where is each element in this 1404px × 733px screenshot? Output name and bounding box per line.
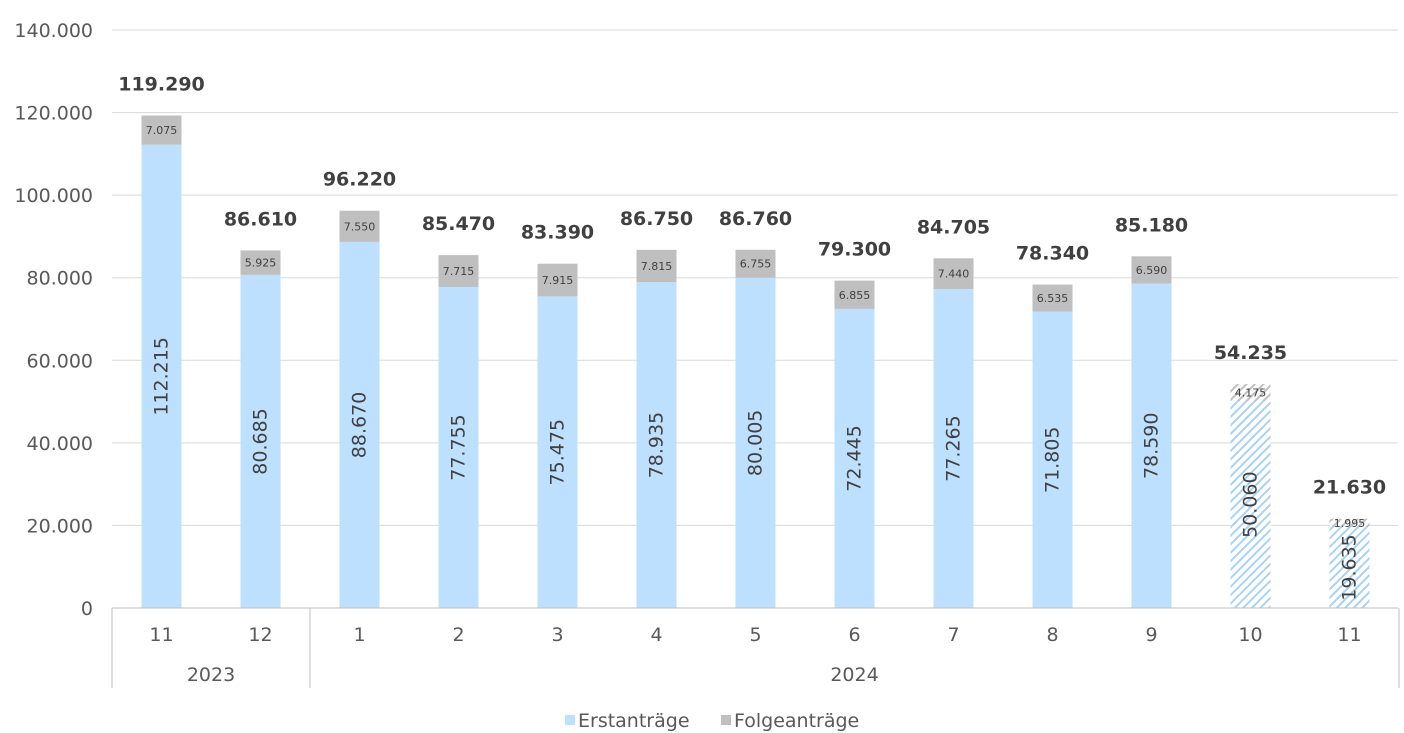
x-group-label: 2024: [830, 664, 878, 686]
folgeantraege-value-label: 7.440: [938, 268, 970, 281]
total-value-label: 85.470: [422, 213, 495, 235]
x-tick-label: 12: [248, 624, 272, 646]
bar-erstantraege: [834, 308, 875, 608]
x-tick-label: 2: [452, 624, 464, 646]
total-value-label: 119.290: [118, 74, 205, 96]
y-tick-label: 120.000: [14, 103, 93, 125]
x-tick-label: 7: [947, 624, 959, 646]
folgeantraege-value-label: 5.925: [245, 257, 277, 270]
x-tick-label: 6: [848, 624, 860, 646]
legend: Erstanträge Folgeanträge: [565, 710, 859, 732]
bar-erstantraege: [240, 274, 281, 608]
x-tick-label: 5: [749, 624, 761, 646]
x-group-label: 2023: [187, 664, 235, 686]
bar-erstantraege: [537, 296, 578, 608]
erstantraege-value-label: 77.755: [448, 414, 470, 480]
data-labels: 112.215 7.075 119.290 80.685 5.925 86.610 88.6…: [118, 74, 1386, 601]
bar-erstantraege: [735, 277, 776, 608]
total-value-label: 79.300: [818, 239, 891, 261]
x-tick-label: 8: [1046, 624, 1058, 646]
y-tick-label: 80.000: [27, 268, 93, 290]
folgeantraege-value-label: 7.550: [344, 220, 376, 233]
erstantraege-value-label: 50.060: [1240, 471, 1262, 537]
bar-erstantraege: [636, 282, 677, 608]
bar-erstantraege: [1329, 526, 1370, 608]
bar-erstantraege: [1230, 401, 1271, 608]
total-value-label: 54.235: [1214, 342, 1287, 364]
x-tick-label: 10: [1238, 624, 1262, 646]
bar-erstantraege: [141, 144, 182, 609]
x-tick-label: 3: [551, 624, 563, 646]
bar-folgeantraege: [537, 263, 578, 297]
x-tick-label: 11: [1337, 624, 1361, 646]
folgeantraege-value-label: 4.175: [1235, 387, 1267, 400]
folgeantraege-value-label: 7.815: [641, 260, 673, 273]
folgeantraege-value-label: 7.715: [443, 265, 475, 278]
folgeantraege-value-label: 7.075: [146, 124, 178, 137]
x-tick-label: 4: [650, 624, 662, 646]
bar-folgeantraege: [339, 210, 380, 242]
erstantraege-value-label: 80.685: [250, 408, 272, 474]
erstantraege-value-label: 112.215: [151, 337, 173, 416]
erstantraege-value-label: 77.265: [943, 415, 965, 481]
legend-label-erstantraege: Erstanträge: [578, 710, 690, 732]
bar-erstantraege: [933, 289, 974, 608]
legend-swatch-erstantraege: [565, 715, 575, 725]
folgeantraege-value-label: 6.755: [740, 258, 772, 271]
erstantraege-value-label: 80.005: [745, 410, 767, 476]
total-value-label: 96.220: [323, 169, 396, 191]
bar-folgeantraege: [141, 115, 182, 145]
bar-folgeantraege: [735, 249, 776, 278]
bar-erstantraege: [339, 241, 380, 609]
total-value-label: 21.630: [1313, 477, 1386, 499]
folgeantraege-value-label: 6.535: [1037, 292, 1069, 305]
folgeantraege-value-label: 6.590: [1136, 264, 1168, 277]
bar-folgeantraege: [1230, 384, 1271, 402]
x-tick-label: 11: [149, 624, 173, 646]
total-value-label: 86.750: [620, 208, 693, 230]
total-value-label: 85.180: [1115, 214, 1188, 236]
y-tick-label: 20.000: [27, 515, 93, 537]
bar-erstantraege: [438, 286, 479, 608]
total-value-label: 86.610: [224, 208, 297, 230]
y-tick-label: 60.000: [27, 350, 93, 372]
erstantraege-value-label: 88.670: [349, 392, 371, 458]
bar-folgeantraege: [834, 280, 875, 309]
y-tick-label: 0: [81, 598, 93, 620]
y-axis-ticks: 0 20.000 40.000 60.000 80.000 100.000 120.000 1…: [14, 20, 93, 620]
folgeantraege-value-label: 7.915: [542, 274, 574, 287]
erstantraege-value-label: 71.805: [1042, 427, 1064, 493]
erstantraege-value-label: 72.445: [844, 425, 866, 491]
folgeantraege-value-label: 6.855: [839, 289, 871, 302]
bar-folgeantraege: [1032, 284, 1073, 312]
x-tick-label: 9: [1145, 624, 1157, 646]
y-tick-label: 100.000: [14, 185, 93, 207]
total-value-label: 78.340: [1016, 243, 1089, 265]
erstantraege-value-label: 19.635: [1339, 534, 1361, 600]
bars: [141, 115, 1370, 609]
bar-folgeantraege: [1329, 518, 1370, 527]
total-value-label: 84.705: [917, 216, 990, 238]
bar-folgeantraege: [636, 249, 677, 283]
total-value-label: 86.760: [719, 208, 792, 230]
erstantraege-value-label: 78.590: [1141, 413, 1163, 479]
bar-folgeantraege: [240, 250, 281, 275]
bar-erstantraege: [1032, 311, 1073, 608]
x-tick-label: 1: [353, 624, 365, 646]
erstantraege-value-label: 75.475: [547, 419, 569, 485]
bar-erstantraege: [1131, 283, 1172, 608]
bar-folgeantraege: [1131, 256, 1172, 284]
y-tick-label: 140.000: [14, 20, 93, 42]
legend-label-folgeantraege: Folgeanträge: [734, 710, 859, 732]
bar-folgeantraege: [933, 258, 974, 290]
folgeantraege-value-label: 1.995: [1334, 517, 1366, 530]
y-tick-label: 40.000: [27, 433, 93, 455]
bar-folgeantraege: [438, 255, 479, 287]
legend-swatch-folgeantraege: [721, 715, 731, 725]
total-value-label: 83.390: [521, 222, 594, 244]
erstantraege-value-label: 78.935: [646, 412, 668, 478]
